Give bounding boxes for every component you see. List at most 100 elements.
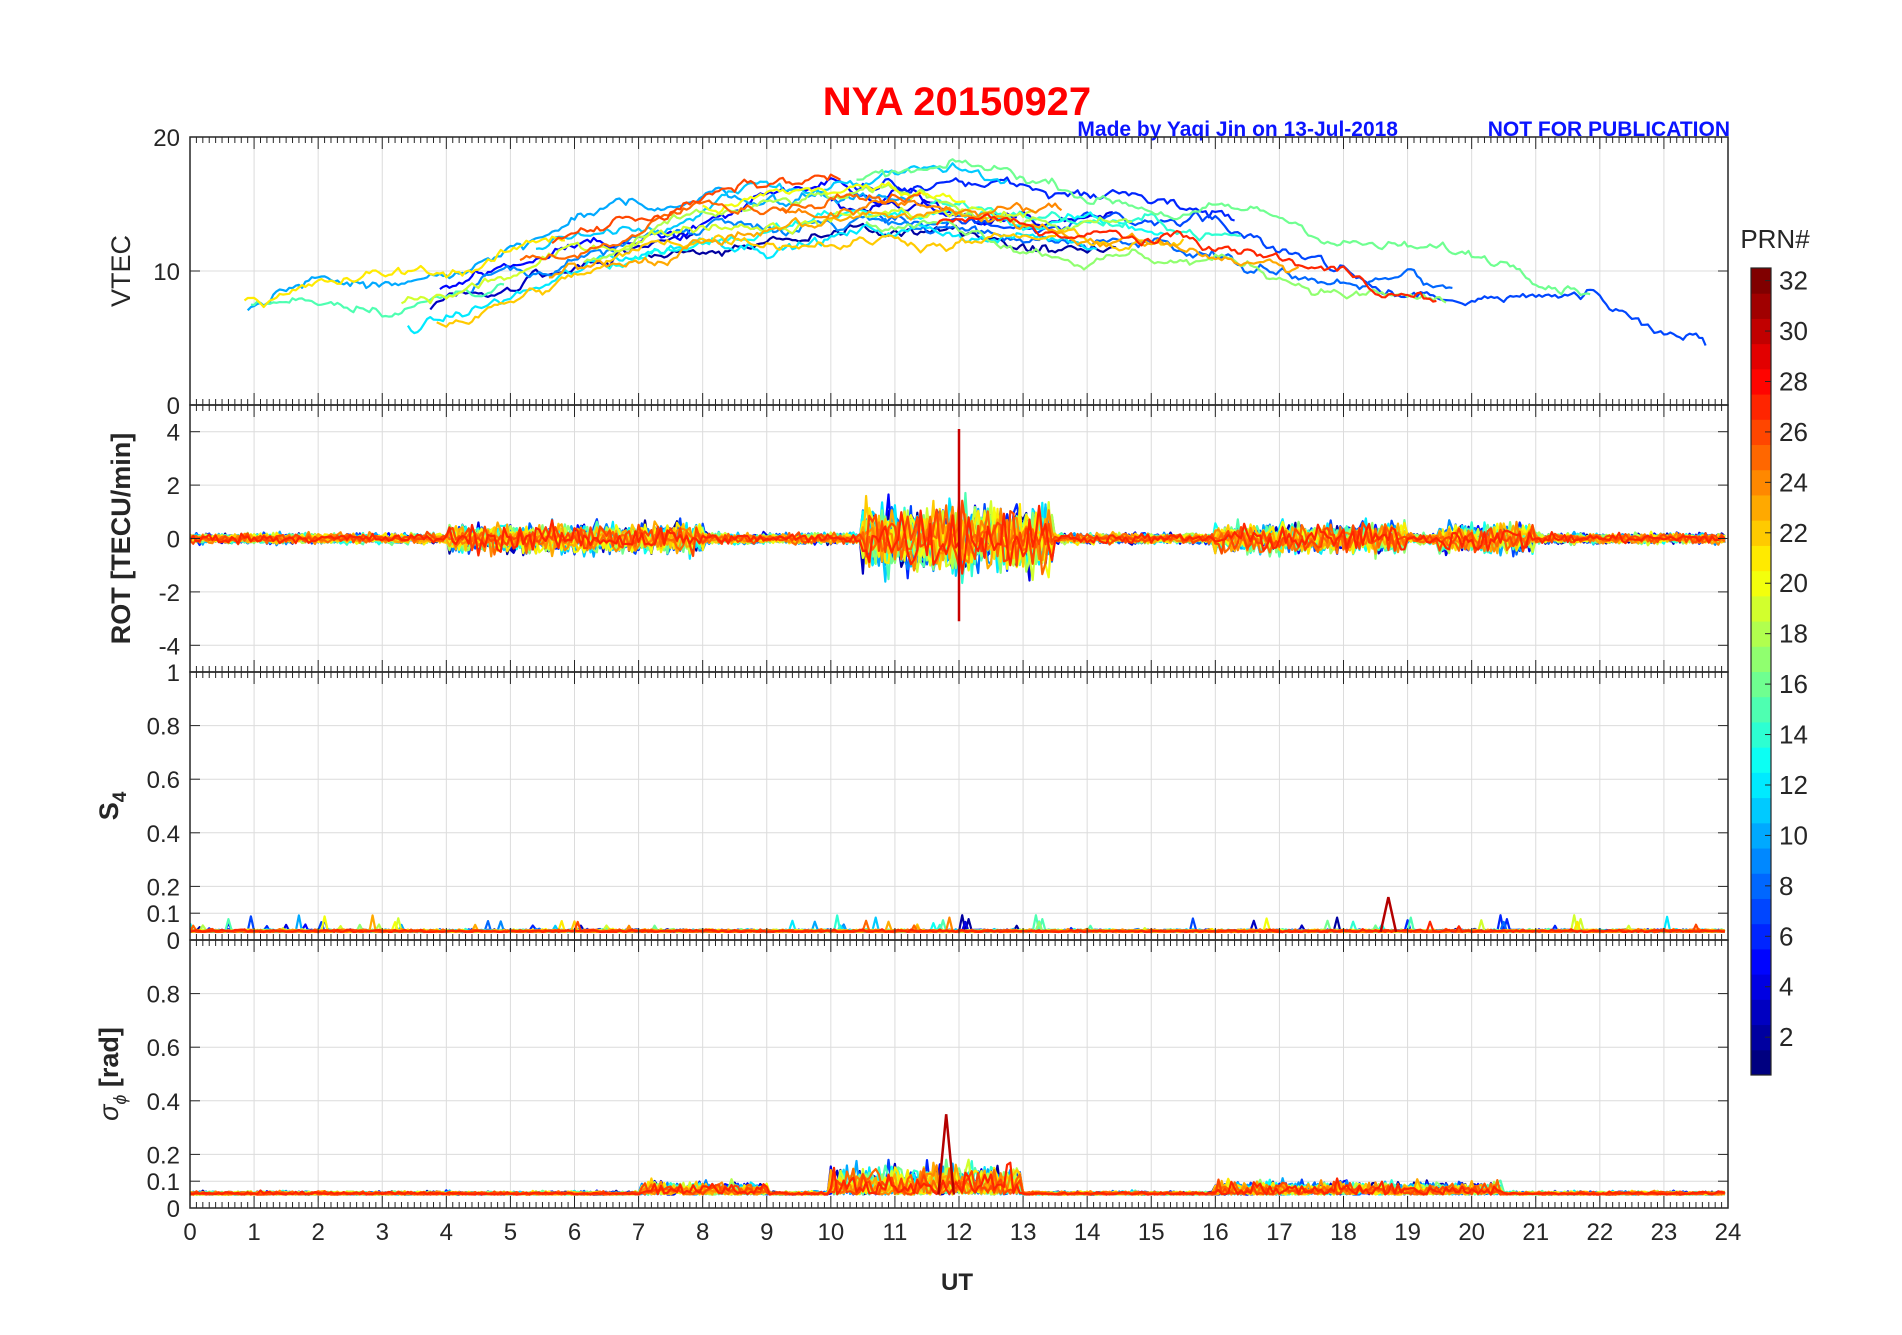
- y-tick-label: 0.4: [147, 821, 180, 848]
- x-tick-label: 5: [504, 1219, 517, 1246]
- y-tick-label: -4: [159, 633, 180, 660]
- y-tick-label: 0.8: [147, 982, 180, 1009]
- x-tick-label: 18: [1330, 1219, 1357, 1246]
- colorbar-tick-label: 30: [1779, 316, 1808, 346]
- colorbar-swatch: [1751, 1049, 1771, 1076]
- colorbar-swatch: [1751, 671, 1771, 698]
- y-axis-label-vtec: VTEC: [106, 235, 136, 307]
- colorbar-swatch: [1751, 368, 1771, 395]
- x-tick-label: 3: [376, 1219, 389, 1246]
- prn-series-line: [865, 218, 1447, 304]
- colorbar-swatch: [1751, 545, 1771, 572]
- y-tick-label: 0.2: [147, 1142, 180, 1169]
- y-axis-label-symbol: σ: [94, 1103, 124, 1121]
- peak-mark: [1379, 896, 1398, 933]
- colorbar-swatch: [1751, 394, 1771, 420]
- y-axis-label-rot: ROT [TECU/min]: [106, 433, 136, 644]
- x-tick-label: 4: [440, 1219, 453, 1246]
- colorbar-tick-label: 10: [1779, 820, 1808, 850]
- colorbar-swatch: [1751, 974, 1771, 1000]
- colorbar-swatch: [1751, 797, 1771, 824]
- x-tick-label: 10: [817, 1219, 844, 1246]
- y-tick-label: 0.2: [147, 874, 180, 901]
- prn-series-line: [856, 158, 1591, 296]
- prn-series-line: [852, 176, 1235, 222]
- y-axis-label-sub: 4: [110, 791, 131, 802]
- x-tick-label: 12: [946, 1219, 973, 1246]
- x-tick-label: 20: [1458, 1219, 1485, 1246]
- y-axis-label-unit: [rad]: [94, 1027, 124, 1095]
- colorbar-frame: [1750, 267, 1772, 1076]
- y-axis-label-s4: S4: [94, 791, 131, 820]
- colorbar-swatch: [1751, 570, 1771, 597]
- x-tick-label: 24: [1715, 1219, 1742, 1246]
- peak-mark: [937, 1114, 956, 1195]
- y-tick-label: 0.8: [147, 714, 180, 741]
- x-tick-label: 11: [882, 1219, 907, 1246]
- x-tick-label: 1: [247, 1219, 260, 1246]
- colorbar-tick-label: 12: [1779, 770, 1808, 800]
- x-tick-label: 7: [632, 1219, 645, 1246]
- colorbar-swatch: [1751, 873, 1771, 899]
- x-tick-label: 14: [1074, 1219, 1101, 1246]
- colorbar-swatch: [1751, 923, 1771, 950]
- colorbar-tick-label: 28: [1779, 366, 1808, 396]
- prn-series-line: [439, 177, 1018, 291]
- prn-series-line: [935, 213, 1437, 303]
- prn-series-line: [190, 920, 1725, 934]
- colorbar-swatch: [1751, 646, 1771, 672]
- y-tick-label: 10: [153, 259, 180, 286]
- colorbar-swatch: [1751, 999, 1771, 1026]
- colorbar-tick-label: 16: [1779, 669, 1808, 699]
- y-tick-label: 0.1: [147, 901, 180, 928]
- watermark-notice: NOT FOR PUBLICATION: [1488, 118, 1730, 141]
- y-axis-label-sub: ϕ: [110, 1095, 130, 1105]
- y-tick-label: 0: [167, 393, 180, 420]
- x-tick-label: 9: [760, 1219, 773, 1246]
- colorbar-swatch: [1751, 444, 1771, 471]
- colorbar-swatch: [1751, 268, 1771, 294]
- panel-sigma: [190, 940, 1728, 1208]
- colorbar-swatch: [1751, 772, 1771, 799]
- colorbar-swatch: [1751, 696, 1771, 723]
- colorbar-tick-label: 24: [1779, 467, 1808, 497]
- panel-vtec: [190, 137, 1728, 405]
- prn-series-line: [471, 214, 950, 293]
- colorbar-tick-label: 6: [1779, 921, 1793, 951]
- colorbar-swatch: [1751, 948, 1771, 975]
- y-tick-label: 0.6: [147, 1035, 180, 1062]
- colorbar-tick-label: 8: [1779, 871, 1793, 901]
- x-tick-label: 19: [1394, 1219, 1421, 1246]
- colorbar-swatch: [1751, 721, 1771, 748]
- colorbar-swatch: [1751, 848, 1771, 874]
- y-tick-label: 20: [153, 125, 180, 152]
- prn-series-line: [190, 504, 1725, 575]
- colorbar-label: PRN#: [1740, 224, 1810, 254]
- prn-series-line: [583, 183, 1133, 264]
- colorbar-swatch: [1751, 822, 1771, 849]
- colorbar-swatch: [1751, 494, 1771, 521]
- x-tick-label: 8: [696, 1219, 709, 1246]
- figure-title: NYA 20150927: [823, 80, 1091, 124]
- colorbar-swatch: [1751, 293, 1771, 319]
- prn-series-line: [702, 181, 966, 215]
- colorbar-tick-label: 4: [1779, 972, 1793, 1002]
- colorbar-tick-label: 32: [1779, 266, 1808, 296]
- colorbar-tick-label: 22: [1779, 518, 1808, 548]
- prn-series-line: [190, 1161, 1726, 1196]
- x-tick-label: 6: [568, 1219, 581, 1246]
- x-tick-label: 13: [1010, 1219, 1037, 1246]
- y-tick-label: 0: [167, 928, 180, 955]
- prn-series-line: [548, 206, 1300, 279]
- prn-series-line: [878, 214, 1453, 291]
- prn-series-line: [243, 235, 565, 309]
- x-tick-label: 0: [183, 1219, 196, 1246]
- colorbar-swatch: [1751, 469, 1771, 496]
- x-axis-label: UT: [941, 1269, 973, 1296]
- prn-series-line: [436, 228, 1185, 328]
- x-tick-label: 15: [1138, 1219, 1165, 1246]
- colorbar-swatch: [1751, 595, 1771, 622]
